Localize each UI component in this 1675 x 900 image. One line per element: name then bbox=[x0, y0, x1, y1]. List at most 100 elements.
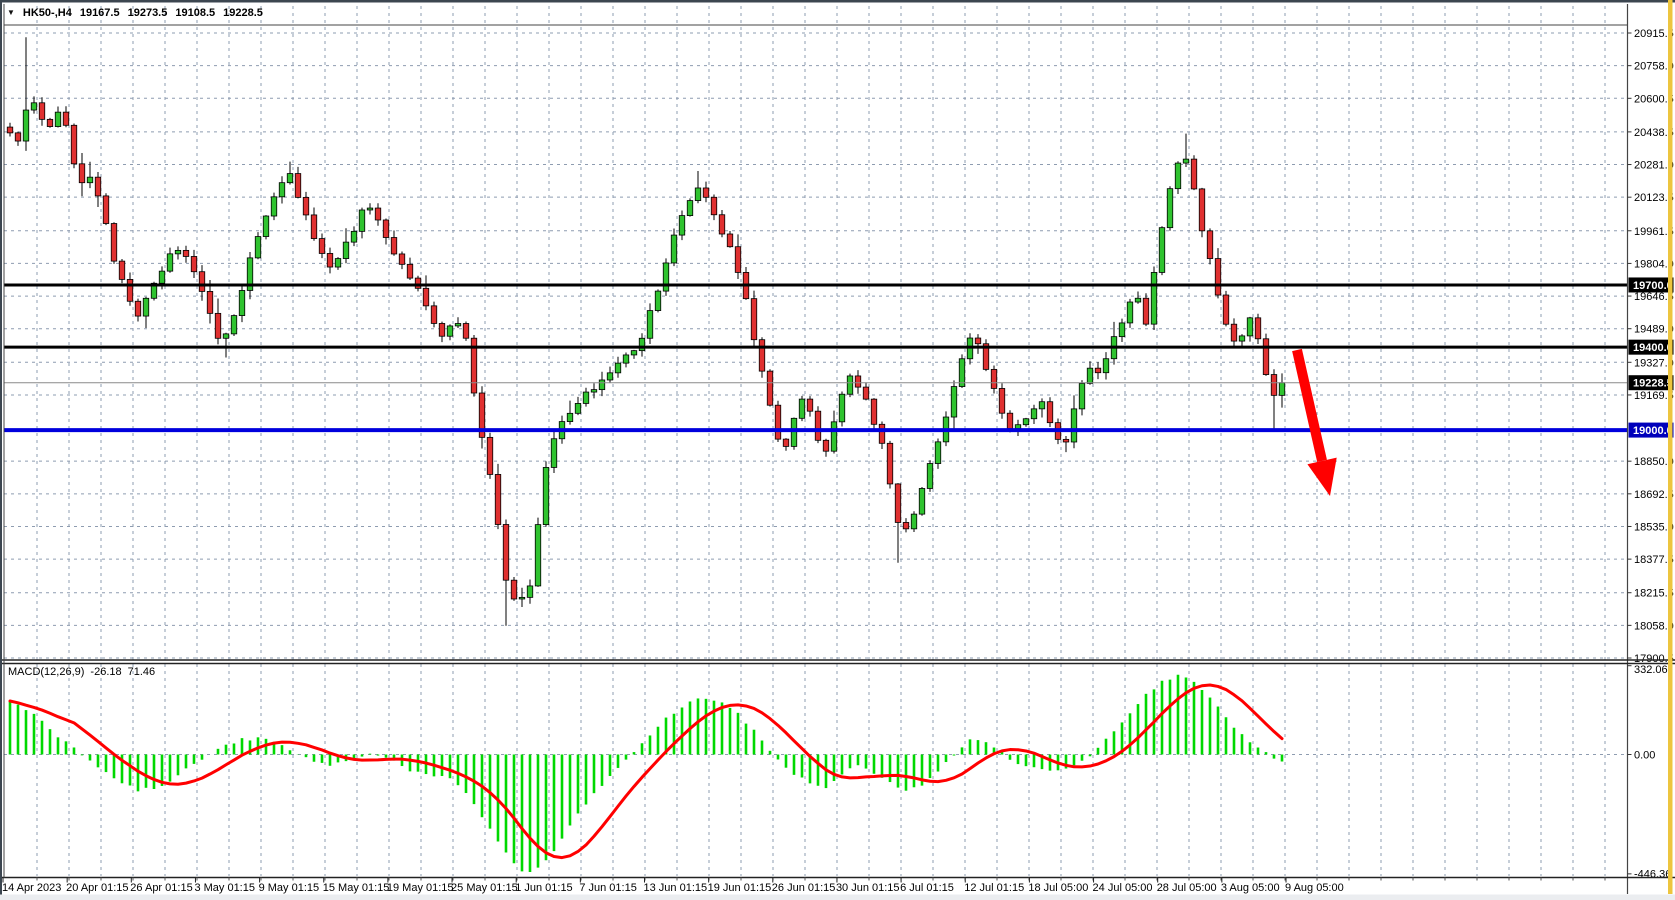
bear-candle bbox=[70, 124, 78, 165]
bear-candle bbox=[406, 263, 414, 279]
collapse-arrow-icon[interactable]: ▼ bbox=[7, 8, 15, 17]
bull-candle bbox=[334, 258, 342, 268]
bear-candle bbox=[894, 483, 902, 523]
bull-candle bbox=[662, 262, 670, 292]
bear-candle bbox=[862, 386, 870, 400]
bear-candle bbox=[470, 337, 478, 394]
bull-candle bbox=[230, 315, 238, 335]
bull-candle bbox=[790, 417, 798, 447]
bull-candle bbox=[350, 230, 358, 243]
bear-candle bbox=[182, 249, 190, 257]
bull-candle bbox=[1246, 317, 1254, 337]
bear-candle bbox=[326, 253, 334, 268]
bull-candle bbox=[638, 337, 646, 352]
bull-candle bbox=[454, 323, 462, 327]
bear-candle bbox=[822, 439, 830, 452]
bull-candle bbox=[686, 200, 694, 217]
time-axis-label: 19 Jun 01:15 bbox=[708, 882, 772, 894]
bear-candle bbox=[118, 260, 126, 280]
bull-candle bbox=[166, 253, 174, 272]
price-axis-label: 18215.5 bbox=[1634, 588, 1674, 600]
bull-candle bbox=[254, 236, 262, 259]
bear-candle bbox=[1262, 338, 1270, 375]
price-axis-label: 20281.0 bbox=[1634, 160, 1674, 172]
bear-candle bbox=[382, 219, 390, 238]
bear-candle bbox=[6, 126, 14, 134]
bear-candle bbox=[1206, 230, 1214, 259]
time-axis-label: 26 Jun 01:15 bbox=[772, 882, 836, 894]
time-axis-label: 15 May 01:15 bbox=[323, 882, 390, 894]
bear-candle bbox=[206, 291, 214, 314]
bull-candle bbox=[654, 290, 662, 311]
bull-candle bbox=[174, 249, 182, 255]
bear-candle bbox=[1222, 294, 1230, 325]
time-axis-label: 6 Jul 01:15 bbox=[900, 882, 954, 894]
bull-candle bbox=[1158, 227, 1166, 273]
down-arrow-annotation-head[interactable] bbox=[1307, 457, 1337, 496]
price-axis-background bbox=[1627, 0, 1675, 900]
bear-candle bbox=[710, 196, 718, 216]
price-axis-label: 18692.5 bbox=[1634, 489, 1674, 501]
price-axis-label: 19489.0 bbox=[1634, 324, 1674, 336]
bear-candle bbox=[430, 305, 438, 324]
bull-candle bbox=[926, 463, 934, 489]
time-axis-label: 26 Apr 01:15 bbox=[130, 882, 192, 894]
price-axis-label: 20915.5 bbox=[1634, 28, 1674, 40]
bull-candle bbox=[830, 421, 838, 452]
price-line-label: 19228.5 bbox=[1633, 378, 1673, 390]
bear-candle bbox=[502, 524, 510, 581]
down-arrow-annotation-shaft[interactable] bbox=[1292, 348, 1327, 462]
bear-candle bbox=[38, 102, 46, 120]
bear-candle bbox=[814, 410, 822, 441]
bear-candle bbox=[870, 398, 878, 425]
time-axis-label: 7 Jun 01:15 bbox=[579, 882, 637, 894]
price-line-label-box bbox=[1628, 422, 1674, 438]
bear-candle bbox=[102, 195, 110, 224]
time-axis-label: 3 May 01:15 bbox=[194, 882, 255, 894]
bear-candle bbox=[462, 323, 470, 339]
bull-candle bbox=[838, 393, 846, 423]
bear-candle bbox=[510, 579, 518, 600]
ohlc-high: 19273.5 bbox=[127, 7, 168, 19]
bear-candle bbox=[318, 238, 326, 254]
time-axis-label: 30 Jun 01:15 bbox=[836, 882, 900, 894]
time-axis-label: 13 Jun 01:15 bbox=[644, 882, 708, 894]
bear-candle bbox=[766, 370, 774, 406]
bull-candle bbox=[934, 441, 942, 464]
bull-candle bbox=[606, 372, 614, 381]
price-axis-label: 18535.0 bbox=[1634, 521, 1674, 533]
bull-candle bbox=[550, 438, 558, 468]
time-axis-label: 14 Apr 2023 bbox=[2, 882, 61, 894]
time-axis-label: 19 May 01:15 bbox=[387, 882, 454, 894]
bear-candle bbox=[1046, 401, 1054, 424]
bull-candle bbox=[446, 325, 454, 337]
bear-candle bbox=[374, 207, 382, 221]
price-axis-label: 19961.5 bbox=[1634, 226, 1674, 238]
bull-candle bbox=[646, 310, 654, 339]
bull-candle bbox=[262, 215, 270, 237]
time-axis-label: 9 Aug 05:00 bbox=[1285, 882, 1344, 894]
bear-candle bbox=[422, 287, 430, 307]
time-axis-label: 3 Aug 05:00 bbox=[1221, 882, 1280, 894]
bear-candle bbox=[78, 163, 86, 184]
bear-candle bbox=[726, 233, 734, 248]
time-axis-label: 18 Jul 05:00 bbox=[1028, 882, 1088, 894]
price-line-label-box bbox=[1628, 375, 1674, 391]
bull-candle bbox=[1086, 367, 1094, 384]
time-axis-label: 25 May 01:15 bbox=[451, 882, 518, 894]
bear-candle bbox=[750, 298, 758, 341]
time-axis-label: 24 Jul 05:00 bbox=[1093, 882, 1153, 894]
bull-candle bbox=[542, 467, 550, 526]
bull-candle bbox=[246, 257, 254, 291]
bull-candle bbox=[1126, 301, 1134, 324]
bear-candle bbox=[14, 132, 22, 142]
bull-candle bbox=[910, 513, 918, 530]
bull-candle bbox=[950, 386, 958, 418]
price-axis-label: 20758.0 bbox=[1634, 61, 1674, 73]
bull-candle bbox=[30, 102, 38, 111]
price-line-label: 19700.0 bbox=[1633, 280, 1673, 292]
bull-candle bbox=[614, 362, 622, 374]
bear-candle bbox=[134, 300, 142, 317]
bear-candle bbox=[390, 237, 398, 255]
